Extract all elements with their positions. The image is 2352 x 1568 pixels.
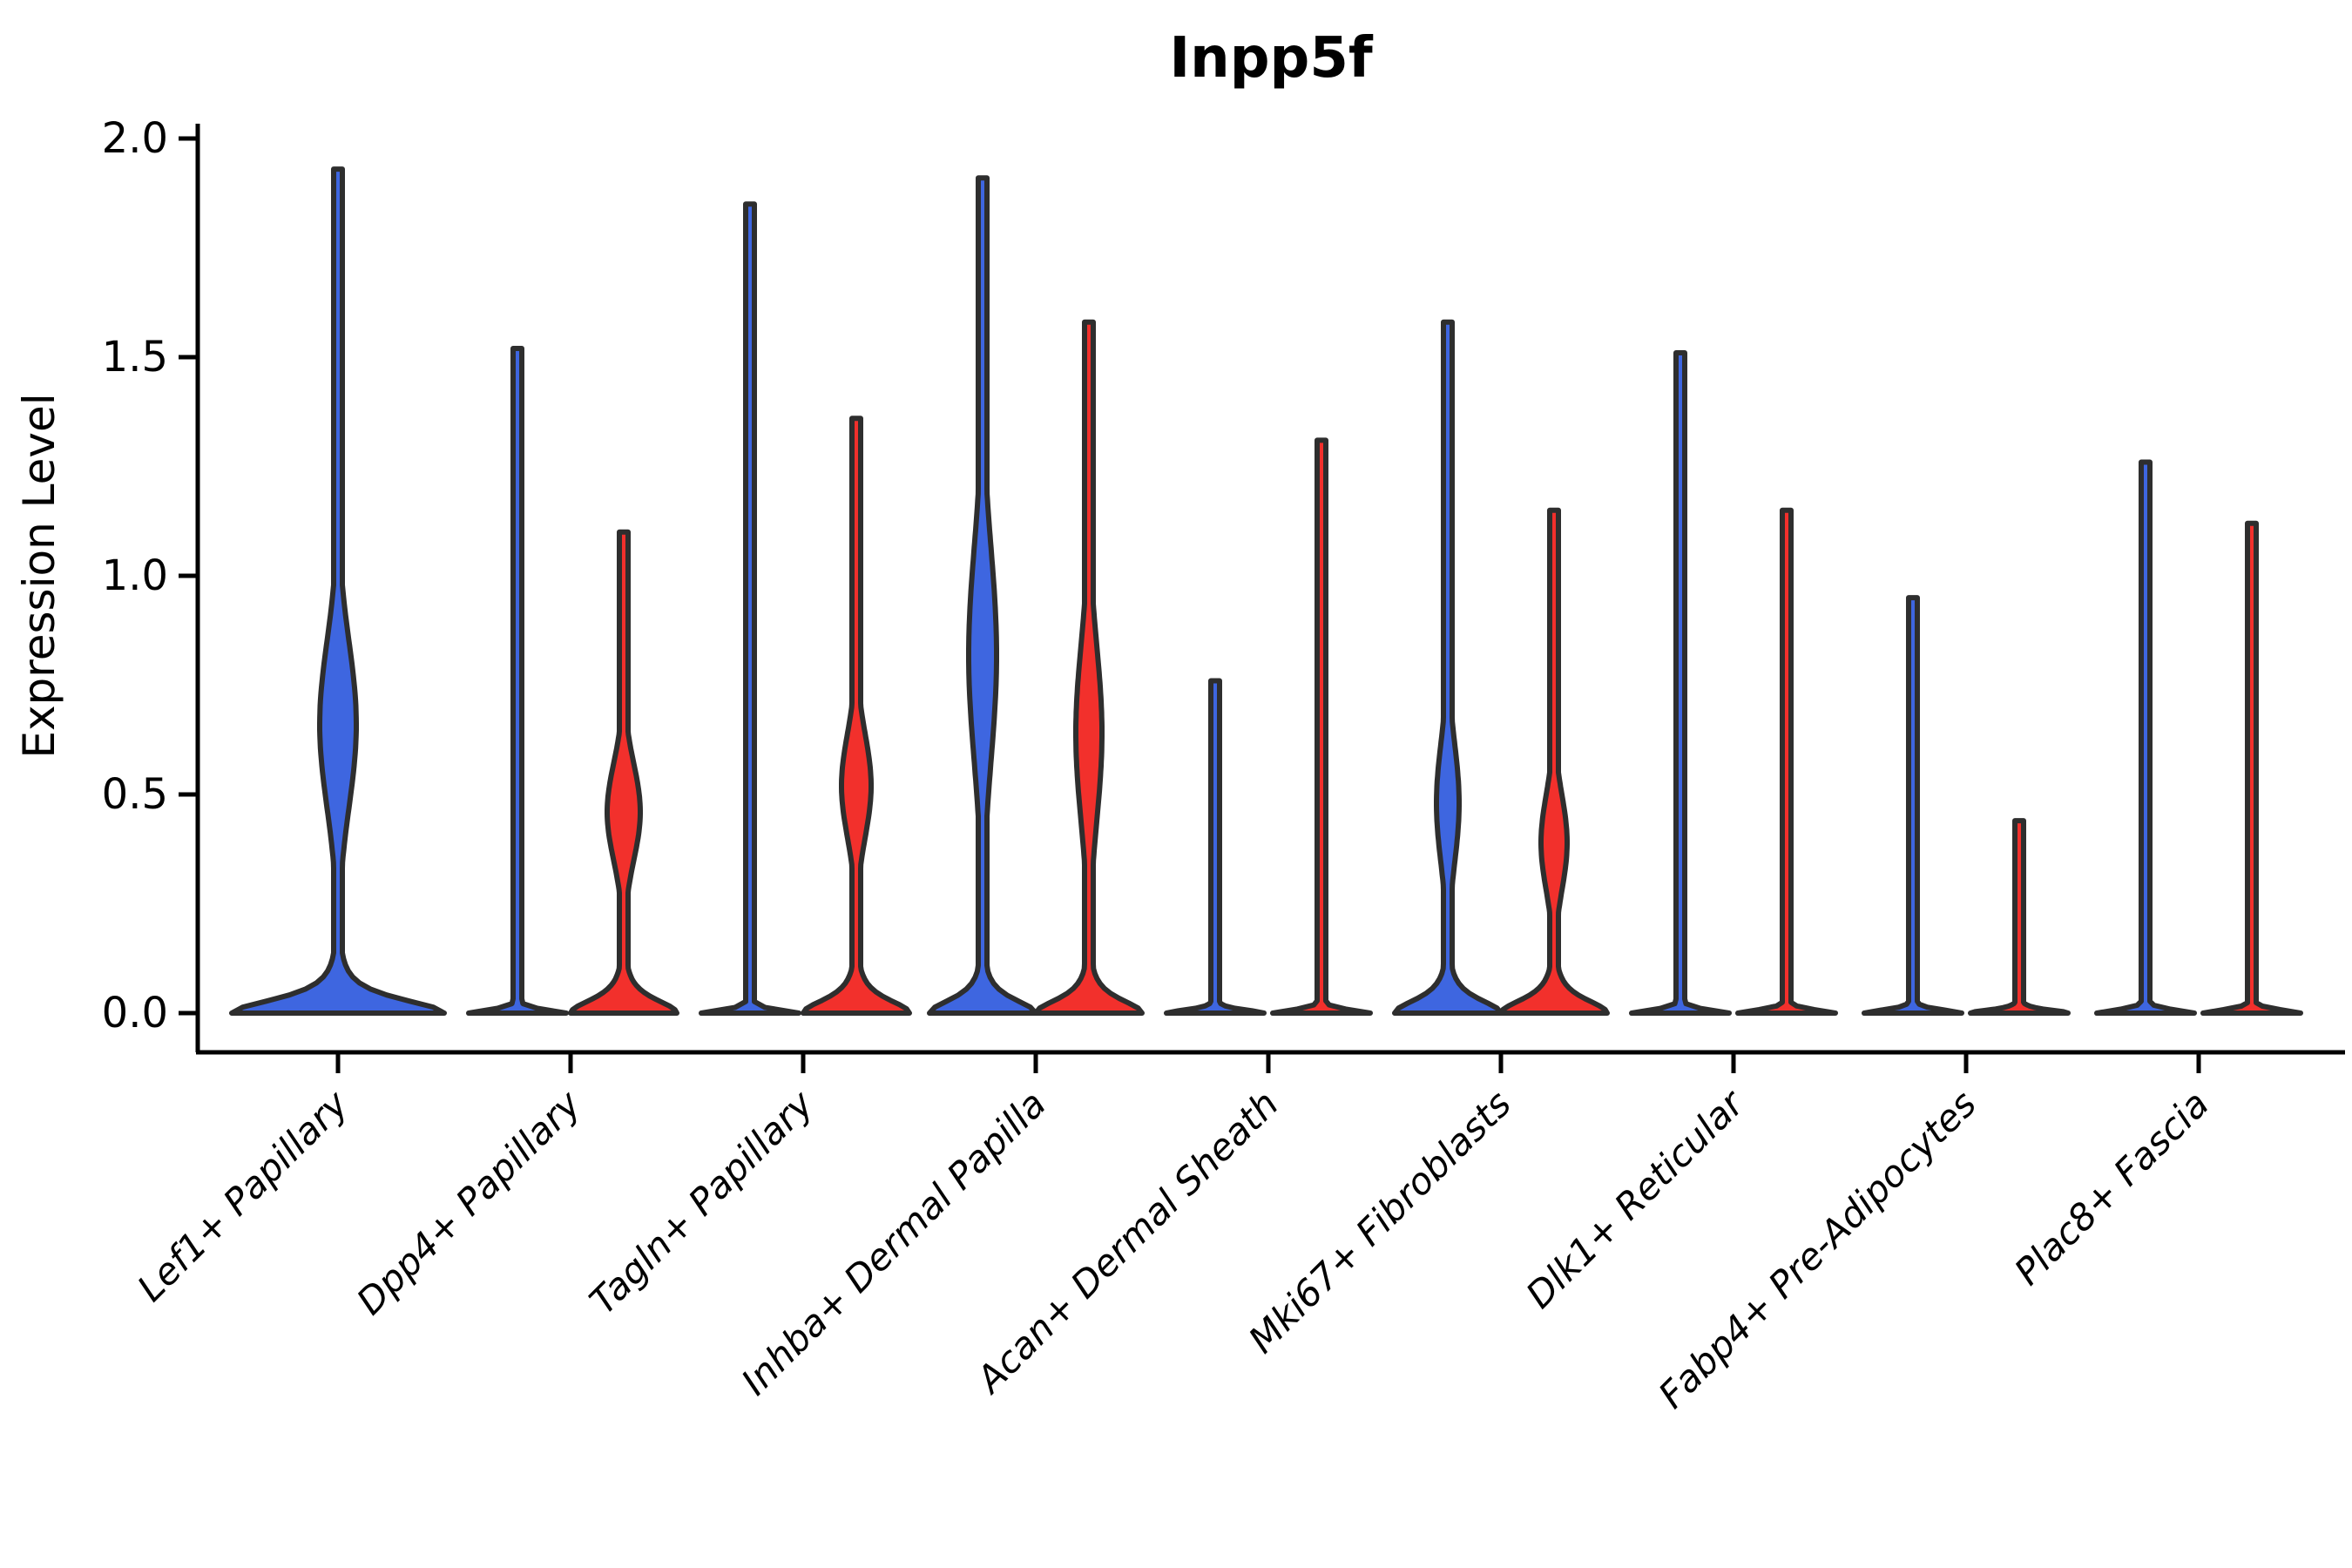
violin-4-blue bbox=[1164, 678, 1267, 1016]
y-tick-label: 1.0 bbox=[102, 551, 168, 600]
violin-2-red bbox=[801, 416, 912, 1016]
y-tick-label: 0.0 bbox=[102, 989, 168, 1037]
x-category-label: Plac8+ Fascia bbox=[2006, 1082, 2217, 1293]
x-category-label: Mki67+ Fibroblasts bbox=[1240, 1082, 1519, 1361]
y-tick-label: 1.5 bbox=[102, 333, 168, 382]
violin-4-red bbox=[1270, 437, 1373, 1016]
violin-8-red bbox=[2200, 520, 2303, 1016]
plot-title: Inpp5f bbox=[1169, 26, 1374, 91]
x-category-label: Dlk1+ Reticular bbox=[1517, 1080, 1754, 1316]
violins-layer bbox=[229, 166, 2303, 1016]
violin-7-blue bbox=[1862, 595, 1964, 1016]
y-axis-label: Expression Level bbox=[14, 393, 64, 758]
violin-3-blue bbox=[927, 175, 1038, 1016]
x-category-label: Dpp4+ Papillary bbox=[348, 1082, 590, 1323]
violin-5-blue bbox=[1392, 319, 1504, 1016]
y-tick-label: 2.0 bbox=[102, 114, 168, 163]
violin-1-red bbox=[568, 529, 679, 1016]
violin-5-red bbox=[1498, 507, 1610, 1016]
violin-8-blue bbox=[2094, 459, 2197, 1016]
violin-7-red bbox=[1968, 818, 2071, 1016]
violin-6-red bbox=[1735, 507, 1838, 1016]
y-tick-label: 0.5 bbox=[102, 770, 168, 819]
violin-1-blue bbox=[466, 346, 569, 1016]
x-category-label: Lef1+ Papillary bbox=[129, 1082, 357, 1310]
violin-0-blue bbox=[229, 166, 447, 1016]
violin-2-blue bbox=[699, 201, 801, 1016]
violin-3-red bbox=[1033, 319, 1145, 1016]
x-category-label: Tagln+ Papillary bbox=[581, 1082, 822, 1323]
violin-6-blue bbox=[1629, 350, 1732, 1016]
